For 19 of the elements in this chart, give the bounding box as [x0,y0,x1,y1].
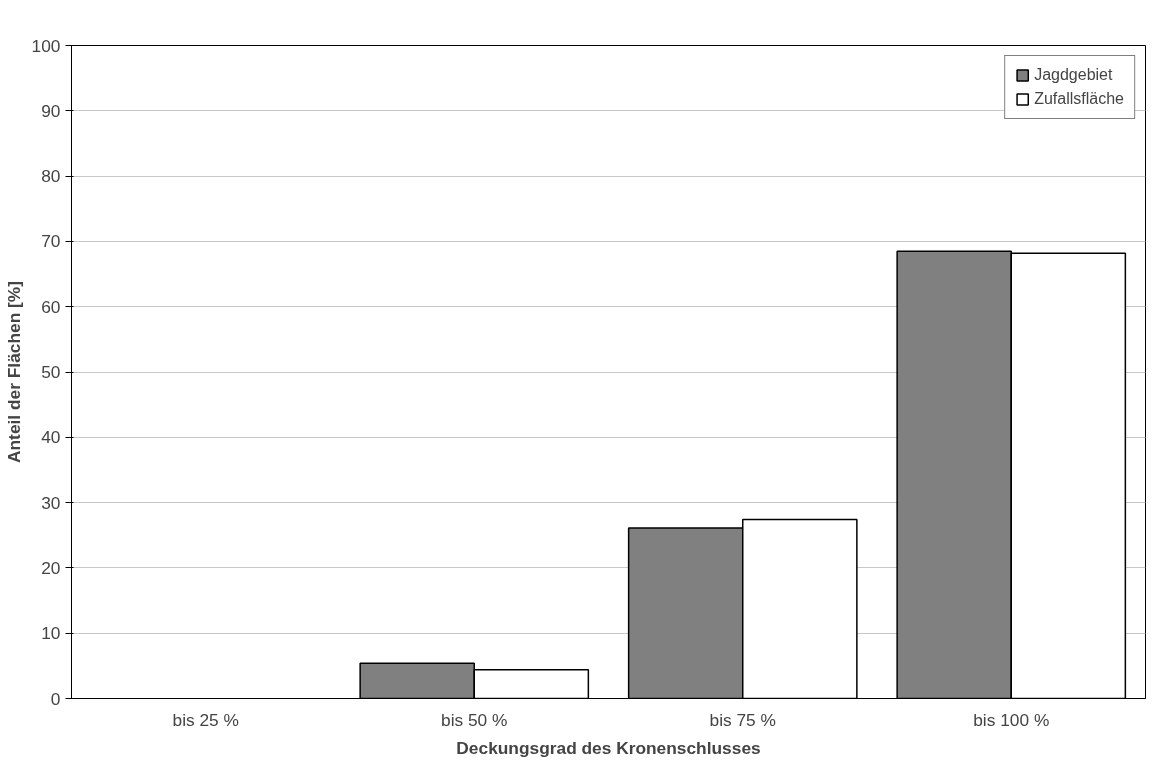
x-tick-label: bis 75 % [709,709,776,730]
y-tick-label: 60 [41,296,61,317]
y-tick-label: 10 [41,623,61,644]
y-tick-label: 0 [50,688,61,709]
y-tick-label: 100 [31,35,61,56]
legend-label: Zufallsfläche [1034,90,1124,108]
legend-label: Jagdgebiet [1034,66,1113,84]
x-axis-title: Deckungsgrad des Kronenschlusses [456,737,761,758]
x-tick-label: bis 25 % [172,709,239,730]
y-tick-label: 50 [41,362,61,382]
y-tick-label: 70 [41,231,61,252]
y-tick-label: 30 [41,492,61,513]
x-tick-label: bis 50 % [441,709,508,730]
y-tick-label: 80 [41,166,61,187]
y-tick-label: 90 [41,100,61,121]
y-axis-title: Anteil der Flächen [%] [3,281,24,463]
x-tick-label: bis 100 % [973,709,1050,730]
y-tick-label: 40 [41,427,61,448]
y-tick-label: 20 [41,557,61,578]
